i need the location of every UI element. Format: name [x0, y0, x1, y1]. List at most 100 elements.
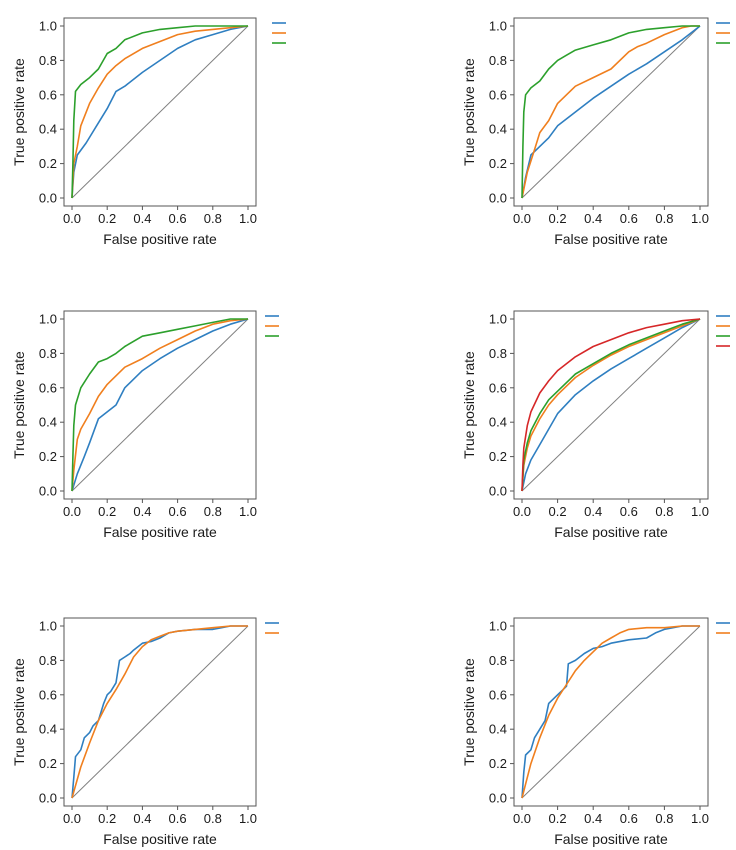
y-tick-label: 1.0: [489, 312, 507, 327]
x-tick-label: 0.2: [98, 211, 116, 226]
y-tick-label: 1.0: [489, 619, 507, 634]
roc-curve-blue: [521, 318, 701, 492]
x-tick-label: 0.4: [584, 811, 602, 826]
x-tick-label: 0.0: [513, 811, 531, 826]
y-tick-label: 0.8: [39, 653, 57, 668]
y-axis-title: True positive rate: [461, 658, 477, 766]
plot-frame: [513, 310, 709, 500]
y-tick-label: 1.0: [39, 312, 57, 327]
plot-frame: [63, 617, 257, 807]
roc-curve-orange: [71, 318, 249, 492]
y-tick-label: 0.0: [39, 191, 57, 206]
x-tick-label: 0.4: [584, 211, 602, 226]
y-tick-label: 0.6: [39, 87, 57, 102]
y-tick-label: 0.2: [39, 156, 57, 171]
y-tick-label: 0.0: [489, 191, 507, 206]
x-tick-label: 0.8: [204, 811, 222, 826]
y-tick-label: 0.6: [489, 380, 507, 395]
roc-curve-green: [71, 318, 248, 492]
roc-curve-blue: [71, 318, 249, 492]
x-tick-label: 1.0: [691, 211, 709, 226]
roc-curve-blue: [521, 25, 701, 199]
y-tick-label: 0.0: [39, 791, 57, 806]
y-tick-label: 0.6: [489, 687, 507, 702]
y-tick-label: 0.4: [489, 122, 507, 137]
x-tick-label: 0.2: [549, 504, 567, 519]
y-tick-label: 0.8: [489, 653, 507, 668]
y-tick-label: 0.8: [39, 53, 57, 68]
y-axis-title: True positive rate: [11, 351, 27, 459]
y-tick-label: 0.6: [489, 87, 507, 102]
x-tick-label: 0.0: [63, 211, 81, 226]
y-tick-label: 0.4: [39, 122, 57, 137]
x-tick-label: 0.6: [169, 504, 187, 519]
y-tick-label: 0.2: [489, 449, 507, 464]
roc-panel-middle-right: 0.0 0.2 0.4 0.6 0.8 1.0 0.0 0.2 0.4 0.6 0.8 1.0 Fals…: [461, 310, 730, 540]
roc-curve-orange: [71, 25, 249, 199]
x-tick-label: 0.2: [549, 811, 567, 826]
y-tick-label: 1.0: [39, 19, 57, 34]
roc-panel-middle-left: 0.0 0.2 0.4 0.6 0.8 1.0 0.0 0.2 0.4 0.6 0.8 1.0 Fals…: [11, 310, 279, 540]
y-tick-label: 0.8: [489, 53, 507, 68]
y-axis-title: True positive rate: [461, 351, 477, 459]
y-tick-label: 0.8: [39, 346, 57, 361]
chance-diagonal-line: [71, 318, 249, 492]
x-tick-label: 1.0: [239, 504, 257, 519]
roc-curve-orange: [521, 25, 700, 199]
chance-diagonal-line: [521, 25, 701, 199]
y-axis-title: True positive rate: [11, 58, 27, 166]
y-axis-title: True positive rate: [461, 58, 477, 166]
x-tick-label: 0.6: [620, 504, 638, 519]
x-tick-label: 1.0: [239, 811, 257, 826]
y-tick-label: 0.6: [39, 380, 57, 395]
x-tick-label: 0.6: [620, 211, 638, 226]
roc-panel-bottom-right: 0.0 0.2 0.4 0.6 0.8 1.0 0.0 0.2 0.4 0.6 0.8 1.0 Fals…: [461, 617, 730, 847]
plot-frame: [63, 17, 257, 207]
x-tick-label: 0.6: [169, 211, 187, 226]
x-axis-title: False positive rate: [554, 831, 668, 847]
x-tick-label: 0.6: [620, 811, 638, 826]
y-tick-label: 0.4: [39, 415, 57, 430]
y-tick-label: 0.2: [39, 449, 57, 464]
x-axis-title: False positive rate: [554, 231, 668, 247]
y-tick-label: 0.4: [39, 722, 57, 737]
x-axis-title: False positive rate: [103, 524, 217, 540]
roc-panel-bottom-left: 0.0 0.2 0.4 0.6 0.8 1.0 0.0 0.2 0.4 0.6 0.8 1.0 Fals…: [11, 617, 279, 847]
x-tick-label: 1.0: [239, 211, 257, 226]
y-tick-label: 0.4: [489, 722, 507, 737]
roc-curve-orange: [71, 625, 248, 799]
x-tick-label: 0.4: [584, 504, 602, 519]
x-tick-label: 0.0: [513, 211, 531, 226]
y-tick-label: 0.0: [489, 484, 507, 499]
roc-curve-orange: [521, 625, 700, 799]
x-tick-label: 0.2: [98, 811, 116, 826]
plot-frame: [513, 17, 709, 207]
x-tick-label: 0.8: [655, 211, 673, 226]
roc-curve-green: [521, 318, 701, 492]
roc-curve-blue: [71, 25, 249, 199]
chance-diagonal-line: [521, 625, 701, 799]
x-tick-label: 1.0: [691, 811, 709, 826]
x-tick-label: 0.8: [204, 211, 222, 226]
y-tick-label: 0.4: [489, 415, 507, 430]
x-tick-label: 0.8: [655, 811, 673, 826]
roc-curve-red: [521, 318, 701, 492]
x-tick-label: 0.2: [98, 504, 116, 519]
x-tick-label: 0.0: [63, 504, 81, 519]
y-tick-label: 0.2: [489, 756, 507, 771]
x-tick-label: 0.2: [549, 211, 567, 226]
chance-diagonal-line: [521, 318, 701, 492]
x-tick-label: 0.8: [655, 504, 673, 519]
x-axis-title: False positive rate: [103, 831, 217, 847]
y-tick-label: 0.0: [489, 791, 507, 806]
roc-curve-orange: [521, 318, 701, 492]
x-axis-title: False positive rate: [554, 524, 668, 540]
y-tick-label: 0.8: [489, 346, 507, 361]
y-tick-label: 0.6: [39, 687, 57, 702]
plot-frame: [63, 310, 257, 500]
roc-panel-top-left: 0.0 0.2 0.4 0.6 0.8 1.0 0.0 0.2 0.4 0.6 0.8 1.0 Fals…: [11, 17, 286, 247]
x-tick-label: 0.6: [169, 811, 187, 826]
chance-diagonal-line: [71, 625, 249, 799]
x-axis-title: False positive rate: [103, 231, 217, 247]
